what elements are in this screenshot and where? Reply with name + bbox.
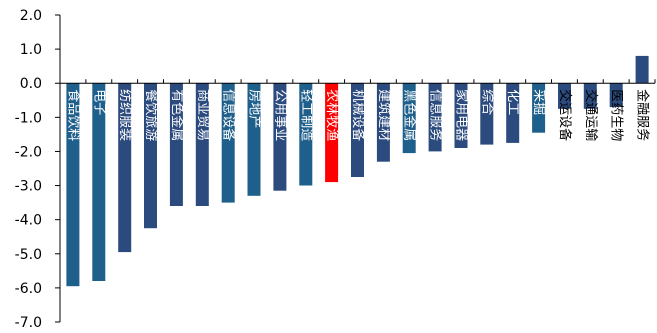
bar	[506, 83, 520, 143]
bar	[558, 83, 571, 109]
bar	[325, 83, 339, 183]
category-label: 医药生物	[609, 89, 624, 141]
category-label: 纺织服装	[117, 89, 132, 141]
y-tick-label: -2.0	[15, 144, 42, 160]
bar	[480, 83, 494, 145]
y-tick-label: -5.0	[15, 247, 42, 263]
y-tick-label: -4.0	[15, 213, 42, 229]
bar	[195, 83, 209, 206]
bar	[169, 83, 183, 206]
category-label: 机械设备	[350, 89, 366, 141]
bar	[532, 83, 546, 133]
category-label: 金融服务	[635, 89, 651, 141]
category-label: 家用电器	[453, 89, 469, 141]
bar	[92, 83, 106, 281]
y-tick-label: -3.0	[15, 179, 42, 195]
bar	[583, 83, 597, 109]
y-tick-label: 1.0	[20, 42, 42, 58]
bar	[351, 83, 364, 177]
category-label: 交运设备	[557, 89, 573, 141]
category-label: 公用事业	[272, 89, 287, 141]
bar	[428, 83, 442, 152]
bars	[66, 55, 649, 287]
bar	[247, 83, 261, 196]
category-label: 商业贸易	[195, 89, 210, 141]
category-label: 餐饮旅游	[143, 89, 159, 141]
y-tick-label: -1.0	[15, 110, 42, 126]
bar	[66, 83, 80, 287]
bar	[454, 83, 468, 148]
bar	[144, 83, 157, 229]
y-axis: 2.0 1.0 0.0 -1.0 -2.0 -3.0 -4.0 -5.0 -6.0 -7.0	[15, 8, 61, 331]
category-label: 黑色金属	[402, 89, 418, 141]
y-tick-label: -6.0	[15, 281, 42, 297]
category-label: 化工	[505, 89, 520, 115]
category-label: 信息服务	[428, 89, 444, 141]
bar	[402, 83, 416, 154]
category-label: 轻工制造	[298, 89, 313, 141]
y-tick-label: 2.0	[20, 8, 42, 24]
bar	[635, 55, 649, 84]
y-tick-label: 0.0	[20, 76, 42, 92]
category-label: 建筑建材	[376, 89, 392, 141]
y-tick-label: -7.0	[15, 315, 42, 331]
x-axis	[59, 79, 656, 84]
category-label: 交通运输	[583, 89, 599, 141]
bar	[221, 83, 235, 203]
bar	[118, 83, 132, 253]
bar	[609, 83, 623, 108]
category-label: 信息设备	[221, 89, 237, 141]
category-label: 食品饮料	[65, 89, 81, 141]
category-label: 房地产	[246, 89, 262, 128]
category-label: 农林牧渔	[324, 89, 339, 141]
category-labels: 食品饮料 电子 纺织服装 餐饮旅游 有色金属 商业贸易 信息设备 房地产 公用事业 轻工制造 农林牧…	[65, 89, 650, 141]
category-label: 电子	[91, 89, 106, 115]
category-label: 采掘	[531, 89, 546, 115]
category-label: 综合	[479, 89, 494, 115]
bar	[299, 83, 313, 186]
bar	[376, 83, 390, 162]
category-label: 有色金属	[169, 89, 185, 141]
bar	[273, 83, 287, 191]
